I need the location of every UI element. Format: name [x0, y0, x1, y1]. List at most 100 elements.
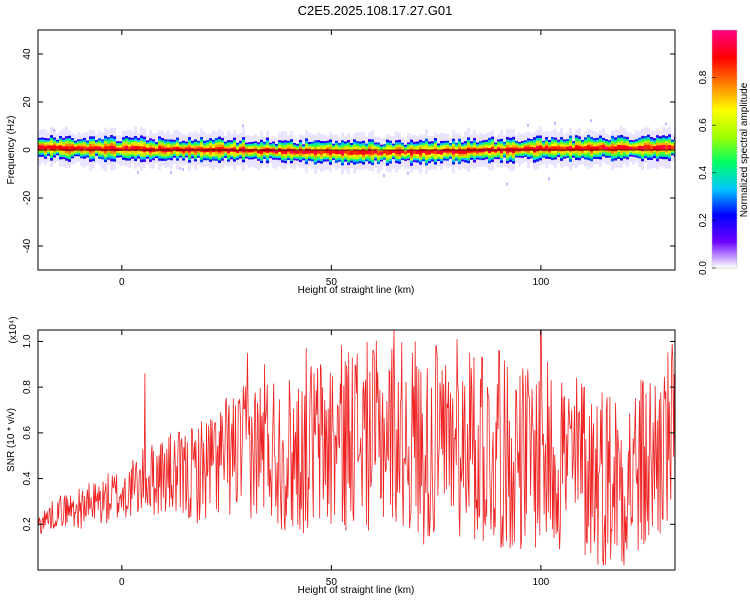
heat-cell [659, 145, 662, 150]
colorbar-swatch [712, 85, 737, 89]
colorbar-swatch [712, 133, 737, 136]
colorbar-tick-label: 0.6 [698, 118, 709, 132]
heat-cell [80, 146, 83, 151]
heat-cell [146, 147, 149, 152]
heat-cell [113, 146, 116, 152]
colorbar-swatch [712, 147, 737, 150]
heat-cell [119, 147, 122, 151]
colorbar-swatch [712, 107, 737, 110]
colorbar-swatch [712, 119, 737, 122]
heat-cell [494, 149, 497, 153]
heat-cell [560, 146, 563, 152]
heat-cell [344, 149, 347, 154]
heat-cell [83, 146, 86, 151]
heat-cell [74, 146, 77, 151]
heat-cell [632, 146, 635, 151]
heat-cell [596, 146, 599, 151]
heat-cell [590, 146, 593, 152]
colorbar-swatch [712, 135, 737, 138]
colorbar-swatch [712, 87, 737, 91]
colorbar-swatch [712, 252, 737, 255]
colorbar-swatch [712, 230, 737, 233]
heat-cell [326, 149, 329, 154]
colorbar-swatch [712, 79, 737, 83]
colorbar-swatch [712, 246, 737, 249]
heat-cell [203, 148, 206, 153]
heat-cell [437, 150, 440, 155]
heat-cell [284, 149, 287, 155]
colorbar-swatch [712, 123, 737, 126]
heat-cell [269, 148, 272, 152]
heat-cell [581, 147, 584, 151]
heat-cell [563, 147, 566, 152]
heat-cell [92, 146, 95, 152]
heat-cell [404, 151, 407, 155]
heat-cell [296, 150, 299, 154]
heat-cell [614, 146, 617, 152]
heat-cell [458, 148, 461, 154]
snr-x-tick-label: 0 [119, 577, 125, 588]
colorbar-swatch [712, 164, 737, 168]
heat-cell [374, 149, 377, 154]
colorbar-swatch [712, 216, 737, 220]
heat-cell [464, 149, 467, 154]
heat-cell [44, 146, 47, 151]
colorbar-swatch [712, 150, 737, 154]
heat-cell [485, 147, 488, 152]
heat-cell [557, 146, 560, 151]
spectrogram-y-tick-label: -20 [22, 190, 33, 205]
heat-cell [302, 150, 305, 154]
heat-cell [554, 146, 557, 151]
heat-cell [161, 147, 164, 152]
heat-cell [191, 147, 194, 152]
heat-cell [608, 147, 611, 151]
colorbar-swatch [712, 91, 737, 95]
colorbar-swatch [712, 254, 737, 257]
heat-cell [59, 145, 62, 151]
snr-y-label: SNR (10 * v/v) [6, 408, 17, 472]
heat-cell [116, 147, 119, 152]
colorbar-swatch [712, 93, 737, 97]
heat-cell [461, 150, 464, 154]
heat-cell [65, 145, 68, 151]
heat-cell [71, 146, 74, 151]
spectrogram-x-tick-label: 0 [119, 277, 125, 288]
colorbar-swatch [712, 214, 737, 218]
colorbar-swatch [712, 238, 737, 241]
colorbar-swatch [712, 69, 737, 73]
colorbar-swatch [712, 266, 737, 269]
heat-cell [248, 149, 251, 153]
heat-cell [311, 149, 314, 154]
heat-cell [599, 145, 602, 150]
heat-cell [281, 149, 284, 154]
heat-cell [506, 182, 508, 186]
heat-cell [491, 146, 494, 152]
snr-y-tick-label: 0.4 [22, 471, 33, 485]
heat-cell [653, 146, 656, 151]
colorbar-swatch [712, 224, 737, 227]
colorbar-swatch [712, 250, 737, 253]
heat-cell [353, 149, 356, 155]
colorbar-swatch [712, 45, 737, 49]
colorbar-swatch [712, 176, 737, 180]
heat-cell [479, 148, 482, 153]
snr-y-tick-label: 0.8 [22, 380, 33, 394]
colorbar-swatch [712, 240, 737, 243]
heat-cell [575, 145, 578, 151]
colorbar-swatch [712, 160, 737, 164]
colorbar-swatch [712, 141, 737, 144]
heat-cell [398, 149, 401, 155]
heat-cell [515, 147, 518, 151]
colorbar-swatch [712, 81, 737, 85]
colorbar-label: Normalized spectral amplitude [739, 82, 750, 217]
heat-cell [380, 151, 383, 155]
heat-cell [539, 145, 542, 151]
colorbar-frame [711, 29, 738, 269]
heat-cell [377, 151, 380, 156]
heat-cell [548, 147, 551, 152]
colorbar-swatch [712, 244, 737, 247]
colorbar-swatch [712, 190, 737, 194]
heat-cell [125, 145, 128, 151]
colorbar-swatch [712, 186, 737, 190]
